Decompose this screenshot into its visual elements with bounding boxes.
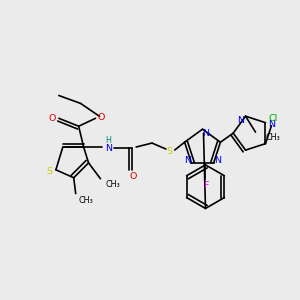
- Text: H: H: [106, 136, 111, 145]
- Text: N: N: [202, 129, 209, 138]
- Text: F: F: [203, 181, 208, 190]
- Text: N: N: [105, 143, 112, 152]
- Text: S: S: [46, 167, 52, 176]
- Text: N: N: [268, 120, 275, 129]
- Text: Cl: Cl: [269, 114, 278, 123]
- Text: N: N: [184, 156, 191, 165]
- Text: CH₃: CH₃: [79, 196, 93, 205]
- Text: N: N: [237, 116, 244, 125]
- Text: S: S: [167, 148, 173, 157]
- Text: CH₃: CH₃: [266, 133, 280, 142]
- Text: O: O: [130, 172, 137, 181]
- Text: N: N: [214, 156, 221, 165]
- Text: O: O: [98, 113, 105, 122]
- Text: O: O: [48, 114, 56, 123]
- Text: CH₃: CH₃: [105, 180, 120, 189]
